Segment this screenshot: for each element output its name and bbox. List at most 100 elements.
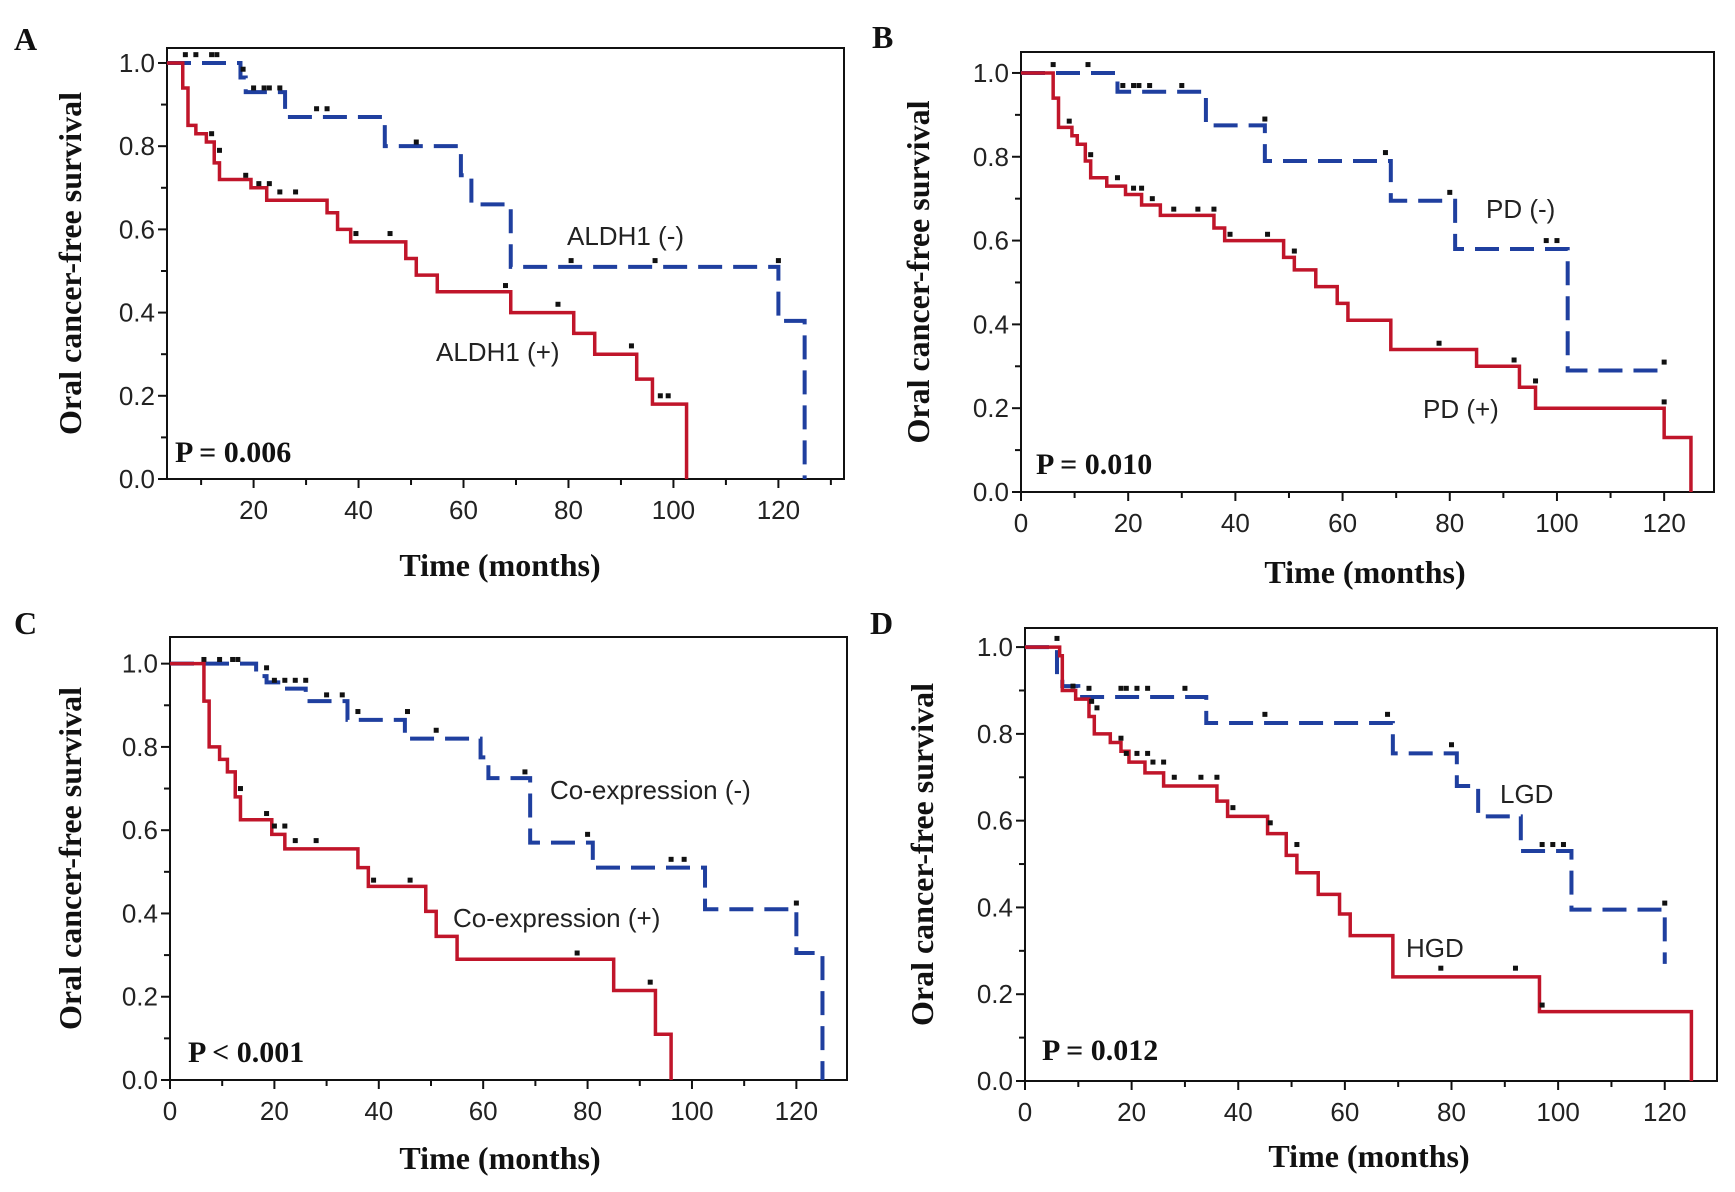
x-tick-label: 60 [469,1096,498,1126]
survival-curve-positive [170,661,673,1080]
y-tick-label: 0.2 [122,982,158,1012]
censor-mark [261,85,267,91]
censor-mark [303,677,309,683]
x-tick-label: 20 [1114,508,1143,538]
censor-mark [1123,685,1129,691]
y-tick-label: 1.0 [977,632,1013,662]
p-value: P = 0.010 [1036,448,1152,481]
censor-mark [1070,683,1076,689]
censor-mark [1054,635,1060,641]
censor-mark [240,66,246,72]
censor-mark [1385,711,1391,717]
censor-mark [585,831,591,837]
censor-mark [1533,378,1539,384]
censor-mark [1511,357,1517,363]
x-axis-title: Time (months) [399,1140,600,1176]
censor-mark [266,181,272,187]
censor-mark [1171,206,1177,212]
panel-letter: B [872,19,893,55]
censor-mark [1198,774,1204,780]
censor-mark [1136,83,1142,89]
x-tick-label: 60 [1328,508,1357,538]
censor-mark [652,258,658,264]
censor-mark [1447,189,1453,195]
censor-mark [1262,711,1268,717]
censor-mark [1161,759,1167,765]
censor-mark [1661,359,1667,365]
survival-curve-positive [1021,71,1693,492]
censor-mark [1118,735,1124,741]
x-tick-label: 20 [1117,1097,1146,1127]
y-tick-label: 1.0 [119,48,155,78]
censor-mark [292,677,298,683]
censor-mark [1560,842,1566,848]
censor-mark [1139,185,1145,191]
censor-mark [387,231,393,237]
x-tick-label: 100 [670,1096,713,1126]
censor-mark [251,85,257,91]
censor-mark [1539,1002,1545,1008]
y-tick-label: 0.0 [973,477,1009,507]
censor-mark [657,393,663,399]
censor-mark [1449,742,1455,748]
censor-mark [353,231,359,237]
p-value: P < 0.001 [188,1036,304,1069]
panel-d: D 0.0 0.2 0.4 0.6 0.8 1.0 0 20 40 60 80 100 120 Oral c… [870,605,1718,1174]
x-tick-label: 100 [1535,508,1578,538]
censor-mark [271,823,277,829]
censor-mark [1120,83,1126,89]
y-tick-label: 0.4 [973,309,1009,339]
censor-mark [1179,83,1185,89]
censor-mark [355,709,361,715]
panel-c: C 0.0 0.2 0.4 0.6 0.8 1.0 0 20 40 60 80 100 120 Oral c… [14,605,848,1176]
censor-mark [1438,965,1444,971]
series-label: PD (+) [1423,394,1499,424]
x-tick-label: 0 [163,1096,177,1126]
panel-b: B 0.0 0.2 0.4 0.6 0.8 1.0 0 20 40 60 80 100 120 Oral c… [872,19,1715,590]
y-tick-label: 0.0 [119,464,155,494]
x-tick-label: 0 [1018,1097,1032,1127]
x-axis-title: Time (months) [399,547,600,583]
x-tick-label: 80 [1435,508,1464,538]
survival-curve-negative [167,60,807,479]
series-label: ALDH1 (+) [436,337,560,367]
series-label: PD (-) [1486,194,1555,224]
y-tick-label: 0.2 [973,393,1009,423]
y-tick-label: 0.4 [977,892,1013,922]
censor-mark [1211,206,1217,212]
censor-mark [568,258,574,264]
censor-mark [1086,685,1092,691]
censor-mark [264,811,270,817]
y-tick-label: 0.0 [977,1066,1013,1096]
censor-mark [1214,774,1220,780]
y-tick-label: 0.6 [119,214,155,244]
censor-mark [1554,238,1560,244]
censor-mark [1088,152,1094,158]
censor-mark [1145,685,1151,691]
censor-mark [209,52,215,58]
censor-mark [193,52,199,58]
censor-mark [574,950,580,956]
y-tick-label: 0.8 [973,142,1009,172]
survival-curve-negative [170,661,825,1080]
censor-mark [293,189,299,195]
censor-mark [413,139,419,145]
censor-mark [668,856,674,862]
y-tick-label: 0.4 [122,898,158,928]
y-tick-label: 0.4 [119,298,155,328]
y-tick-label: 0.2 [977,979,1013,1009]
plot-frame [1024,627,1718,1082]
censor-mark [1550,842,1556,848]
x-tick-label: 40 [1224,1097,1253,1127]
censor-mark [1265,231,1271,237]
x-axis-title: Time (months) [1268,1138,1469,1174]
censor-mark [339,692,345,698]
censor-mark [775,258,781,264]
series-label: HGD [1406,933,1464,963]
censor-mark [555,301,561,307]
y-axis-title: Oral cancer-free survival [900,100,936,443]
censor-mark [1171,774,1177,780]
y-tick-label: 0.6 [122,815,158,845]
censor-mark [404,709,410,715]
